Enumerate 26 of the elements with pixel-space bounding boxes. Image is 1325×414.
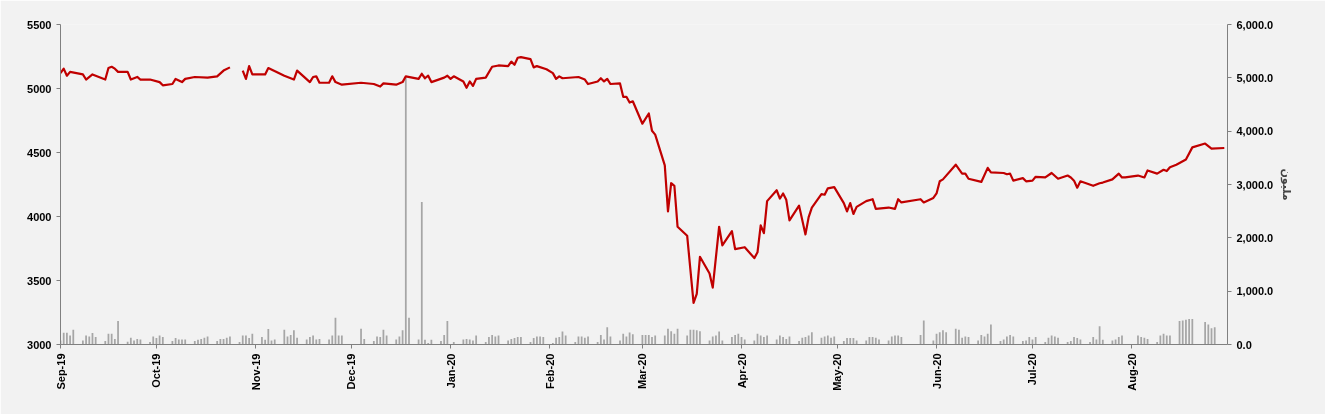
y-tick-label: 5000 bbox=[27, 82, 52, 95]
x-tick-label: Nov-19 bbox=[249, 353, 262, 391]
y2-tick-label: 1,000.0 bbox=[1236, 285, 1274, 298]
y-tick-label: 4500 bbox=[27, 146, 52, 159]
x-tick-label: Dec-19 bbox=[345, 353, 358, 390]
y-tick-label: 3000 bbox=[27, 338, 52, 351]
x-tick-label: Aug-20 bbox=[1125, 353, 1138, 391]
y2-tick-label: 3,000.0 bbox=[1236, 178, 1274, 191]
y-tick-label: 3500 bbox=[27, 274, 52, 287]
y2-tick-label: 5,000.0 bbox=[1236, 71, 1274, 84]
x-tick-label: Jun-20 bbox=[930, 353, 943, 389]
x-tick-label: Sep-19 bbox=[54, 353, 67, 390]
x-tick-label: Feb-20 bbox=[543, 353, 556, 389]
x-tick-label: Oct-19 bbox=[150, 353, 163, 388]
x-tick-label: Jul-20 bbox=[1026, 353, 1039, 386]
x-tick-label: May-20 bbox=[831, 353, 844, 391]
y2-tick-label: 2,000.0 bbox=[1236, 231, 1274, 244]
x-tick-label: Mar-20 bbox=[636, 353, 649, 389]
y-tick-label: 4000 bbox=[27, 210, 52, 223]
x-tick-label: Apr-20 bbox=[735, 353, 748, 389]
y2-axis-title: مليون bbox=[1280, 168, 1294, 201]
y-tick-label: 5500 bbox=[27, 18, 52, 31]
y2-tick-label: 4,000.0 bbox=[1236, 125, 1274, 138]
y2-tick-label: 6,000.0 bbox=[1236, 18, 1274, 31]
y2-tick-label: 0.0 bbox=[1236, 338, 1252, 351]
x-tick-label: Jan-20 bbox=[444, 353, 457, 389]
